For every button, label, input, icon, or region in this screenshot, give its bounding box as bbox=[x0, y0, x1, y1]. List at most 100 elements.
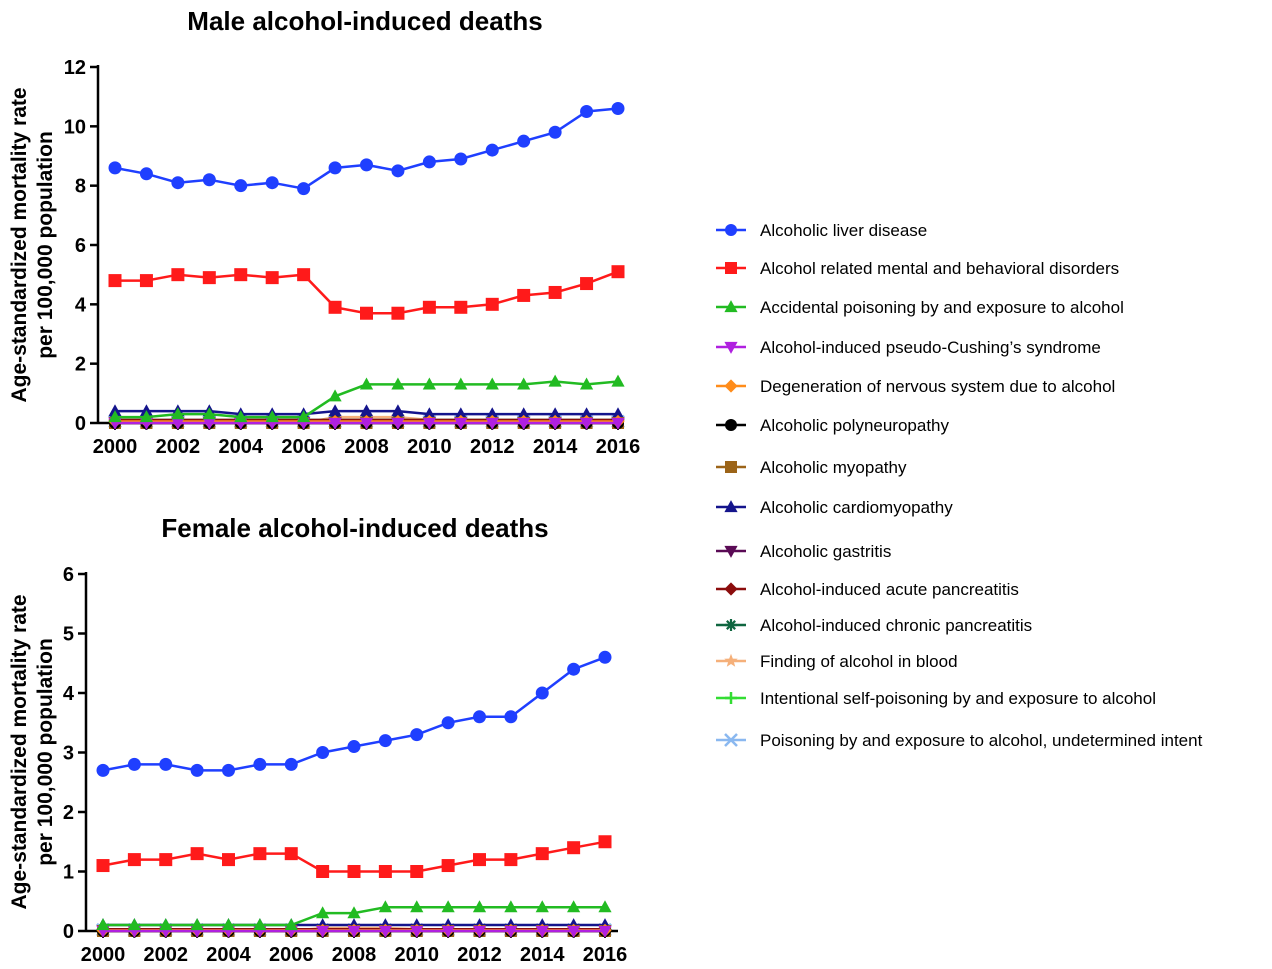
female-data-point bbox=[159, 853, 173, 867]
male-series-2 bbox=[108, 265, 625, 320]
female-x-tick-label: 2002 bbox=[144, 944, 189, 966]
female-data-point bbox=[567, 841, 581, 855]
female-y-tick-label: 4 bbox=[63, 683, 75, 705]
legend-label: Intentional self-poisoning by and exposu… bbox=[760, 689, 1156, 708]
male-data-point bbox=[485, 297, 499, 311]
male-y-tick-label: 12 bbox=[64, 57, 86, 79]
male-chart-title: Male alcohol-induced deaths bbox=[187, 6, 542, 36]
legend-label: Alcoholic liver disease bbox=[760, 221, 927, 240]
female-y-tick-label: 3 bbox=[63, 743, 74, 765]
male-y-tick-label: 0 bbox=[75, 413, 86, 435]
female-x-tick-label: 2008 bbox=[332, 944, 377, 966]
male-x-tick-label: 2010 bbox=[407, 436, 452, 458]
legend-label: Alcohol-induced acute pancreatitis bbox=[760, 580, 1019, 599]
legend-marker bbox=[725, 419, 737, 431]
legend-marker bbox=[724, 300, 738, 313]
female-data-point bbox=[441, 925, 455, 938]
male-data-point bbox=[422, 377, 436, 390]
female-data-point bbox=[127, 918, 141, 931]
female-data-point bbox=[535, 686, 549, 700]
male-y-tick-label: 4 bbox=[75, 294, 87, 316]
male-data-point bbox=[202, 407, 216, 420]
legend-item: Poisoning by and exposure to alcohol, un… bbox=[716, 731, 1203, 750]
male-x-tick-label: 2006 bbox=[281, 436, 326, 458]
male-chart: Male alcohol-induced deaths Age-standard… bbox=[8, 6, 640, 458]
male-data-point bbox=[548, 417, 562, 430]
male-data-point bbox=[297, 268, 311, 282]
male-data-point bbox=[328, 300, 342, 314]
male-series-line bbox=[114, 107, 619, 190]
legend-item: Alcohol-induced chronic pancreatitis bbox=[716, 616, 1032, 635]
female-data-point bbox=[222, 853, 235, 867]
male-y-tick-label: 2 bbox=[75, 354, 86, 376]
male-data-point bbox=[485, 377, 499, 390]
legend-marker bbox=[724, 500, 738, 513]
female-data-point bbox=[410, 728, 424, 742]
female-series-4 bbox=[96, 925, 612, 938]
legend-marker bbox=[725, 461, 737, 473]
male-data-point bbox=[391, 377, 405, 390]
male-data-point bbox=[485, 143, 499, 157]
male-y-tick-label: 8 bbox=[75, 176, 86, 198]
female-data-point bbox=[535, 847, 549, 861]
male-data-point bbox=[297, 410, 311, 423]
male-data-point bbox=[548, 285, 562, 299]
female-data-point bbox=[472, 925, 487, 938]
female-data-point bbox=[378, 900, 392, 913]
female-data-point bbox=[473, 710, 486, 724]
male-data-point bbox=[328, 161, 342, 175]
male-data-point bbox=[485, 407, 499, 420]
male-data-point bbox=[359, 377, 374, 390]
male-x-tick-label: 2014 bbox=[533, 436, 578, 458]
male-data-point bbox=[108, 410, 122, 423]
male-data-point bbox=[517, 134, 531, 148]
male-x-tick-label: 2016 bbox=[596, 436, 641, 458]
male-data-point bbox=[171, 417, 185, 430]
legend-marker bbox=[724, 582, 738, 596]
female-data-point bbox=[441, 900, 455, 913]
male-y-axis-label-line2: per 100,000 population bbox=[34, 131, 57, 359]
female-data-point bbox=[504, 853, 518, 867]
legend-marker bbox=[725, 224, 737, 236]
female-data-point bbox=[504, 710, 518, 724]
female-data-point bbox=[316, 746, 330, 759]
male-x-tick-label: 2004 bbox=[219, 436, 264, 458]
male-data-point bbox=[422, 155, 436, 169]
female-data-point bbox=[347, 906, 361, 919]
legend-item: Alcoholic cardiomyopathy bbox=[716, 498, 953, 517]
male-data-point bbox=[422, 417, 436, 430]
legend-item: Alcoholic polyneuropathy bbox=[716, 416, 950, 435]
female-data-point bbox=[535, 925, 549, 938]
legend-marker bbox=[724, 379, 738, 393]
male-data-point bbox=[611, 265, 625, 279]
male-data-point bbox=[234, 268, 248, 282]
legend-item: Finding of alcohol in blood bbox=[716, 652, 958, 671]
legend-marker bbox=[724, 653, 738, 667]
legend-marker bbox=[725, 692, 737, 704]
female-x-tick-label: 2006 bbox=[269, 944, 314, 966]
male-data-point bbox=[328, 417, 342, 430]
male-data-point bbox=[171, 268, 185, 282]
male-data-point bbox=[139, 274, 153, 288]
male-data-point bbox=[517, 377, 531, 390]
female-data-point bbox=[96, 859, 110, 873]
male-x-tick-label: 2012 bbox=[470, 436, 515, 458]
female-data-point bbox=[567, 662, 581, 676]
male-data-point bbox=[108, 161, 122, 175]
female-x-tick-label: 2010 bbox=[395, 944, 440, 966]
male-data-point bbox=[265, 271, 279, 285]
male-plot-area: 0 2 4 6 8 10 12 2000 2002 2004 2006 2008 2010 2012 201… bbox=[64, 57, 641, 458]
male-data-point bbox=[265, 176, 279, 190]
female-data-point bbox=[378, 865, 392, 878]
male-data-point bbox=[391, 404, 405, 417]
male-y-axis-label-line1: Age-standardized mortality rate bbox=[8, 87, 31, 402]
male-data-point bbox=[579, 417, 594, 430]
legend-item: Intentional self-poisoning by and exposu… bbox=[716, 689, 1156, 708]
female-x-tick-label: 2004 bbox=[206, 944, 251, 966]
male-data-point bbox=[391, 164, 405, 178]
male-data-point bbox=[611, 407, 625, 420]
female-series-2 bbox=[96, 835, 612, 878]
female-data-point bbox=[284, 757, 298, 771]
female-x-tick-label: 2014 bbox=[520, 944, 565, 966]
